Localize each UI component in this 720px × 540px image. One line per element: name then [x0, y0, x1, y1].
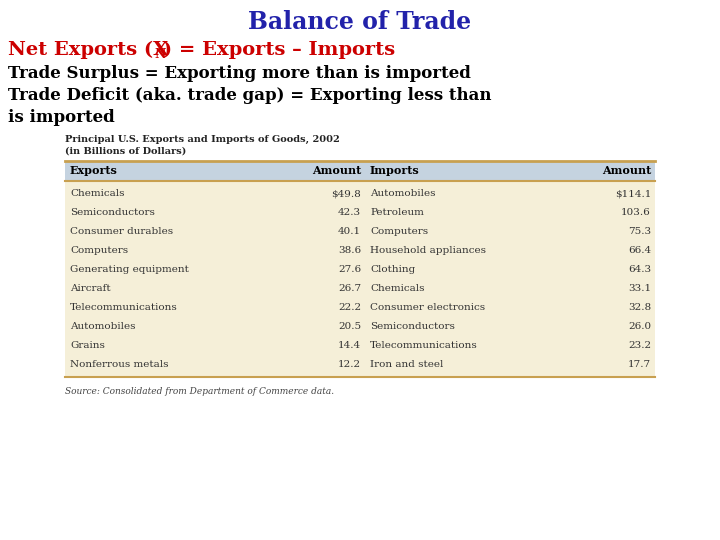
Text: Source: Consolidated from Department of Commerce data.: Source: Consolidated from Department of … [65, 387, 334, 396]
Text: Imports: Imports [370, 165, 420, 177]
Text: Consumer durables: Consumer durables [70, 227, 173, 236]
Text: Chemicals: Chemicals [370, 284, 425, 293]
Text: 64.3: 64.3 [628, 265, 651, 274]
Text: Automobiles: Automobiles [370, 189, 436, 198]
Text: Household appliances: Household appliances [370, 246, 486, 255]
Text: Trade Surplus = Exporting more than is imported: Trade Surplus = Exporting more than is i… [8, 65, 471, 83]
Text: 66.4: 66.4 [628, 246, 651, 255]
Text: Semiconductors: Semiconductors [70, 208, 155, 217]
Text: 33.1: 33.1 [628, 284, 651, 293]
Text: $114.1: $114.1 [615, 189, 651, 198]
Text: 38.6: 38.6 [338, 246, 361, 255]
Text: Aircraft: Aircraft [70, 284, 111, 293]
Text: Generating equipment: Generating equipment [70, 265, 189, 274]
Text: 22.2: 22.2 [338, 303, 361, 312]
Text: 75.3: 75.3 [628, 227, 651, 236]
Text: is imported: is imported [8, 110, 114, 126]
Text: Trade Deficit (aka. trade gap) = Exporting less than: Trade Deficit (aka. trade gap) = Exporti… [8, 87, 492, 105]
Text: 27.6: 27.6 [338, 265, 361, 274]
Text: Iron and steel: Iron and steel [370, 360, 444, 369]
Text: 26.0: 26.0 [628, 322, 651, 331]
Text: Chemicals: Chemicals [70, 189, 125, 198]
Text: 14.4: 14.4 [338, 341, 361, 350]
Text: Principal U.S. Exports and Imports of Goods, 2002: Principal U.S. Exports and Imports of Go… [65, 135, 340, 144]
Text: Consumer electronics: Consumer electronics [370, 303, 485, 312]
Text: Amount: Amount [312, 165, 361, 177]
Text: Telecommunications: Telecommunications [370, 341, 478, 350]
Text: Balance of Trade: Balance of Trade [248, 10, 472, 34]
Text: 17.7: 17.7 [628, 360, 651, 369]
Text: Semiconductors: Semiconductors [370, 322, 455, 331]
Text: (in Billions of Dollars): (in Billions of Dollars) [65, 147, 186, 156]
Text: Clothing: Clothing [370, 265, 415, 274]
Text: 42.3: 42.3 [338, 208, 361, 217]
Text: 40.1: 40.1 [338, 227, 361, 236]
Text: Nonferrous metals: Nonferrous metals [70, 360, 168, 369]
Text: 12.2: 12.2 [338, 360, 361, 369]
Text: 20.5: 20.5 [338, 322, 361, 331]
Text: Net Exports (X: Net Exports (X [8, 41, 168, 59]
Text: 26.7: 26.7 [338, 284, 361, 293]
Text: Petroleum: Petroleum [370, 208, 424, 217]
Text: Grains: Grains [70, 341, 105, 350]
Text: 32.8: 32.8 [628, 303, 651, 312]
Text: N: N [154, 48, 166, 60]
Text: Computers: Computers [70, 246, 128, 255]
Text: Computers: Computers [370, 227, 428, 236]
Text: Automobiles: Automobiles [70, 322, 135, 331]
Text: $49.8: $49.8 [331, 189, 361, 198]
Bar [65, 161, 655, 181]
Text: 103.6: 103.6 [621, 208, 651, 217]
Text: ) = Exports – Imports: ) = Exports – Imports [163, 41, 395, 59]
Text: Amount: Amount [602, 165, 651, 177]
Bar [65, 181, 655, 377]
Text: 23.2: 23.2 [628, 341, 651, 350]
Text: Telecommunications: Telecommunications [70, 303, 178, 312]
Text: Exports: Exports [70, 165, 118, 177]
